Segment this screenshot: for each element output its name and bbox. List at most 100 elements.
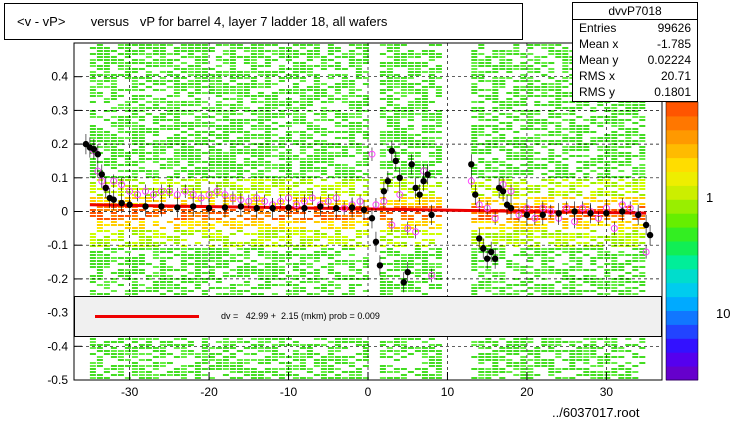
heatmap-bin (400, 230, 407, 232)
heatmap-bin (548, 131, 555, 133)
heatmap-bin (386, 47, 393, 49)
heatmap-bin (597, 146, 604, 148)
heatmap-bin (96, 362, 103, 364)
heatmap-bin (590, 248, 597, 250)
heatmap-bin (576, 257, 583, 259)
heatmap-bin (611, 245, 618, 247)
heatmap-bin (208, 110, 215, 112)
heatmap-bin (278, 200, 285, 202)
heatmap-bin (96, 239, 103, 241)
heatmap-bin (117, 182, 124, 184)
heatmap-bin (110, 152, 117, 154)
heatmap-bin (478, 134, 485, 136)
heatmap-bin (618, 197, 625, 199)
heatmap-bin (313, 86, 320, 88)
heatmap-bin (492, 50, 499, 52)
heatmap-bin (334, 47, 341, 49)
heatmap-bin (236, 143, 243, 145)
heatmap-bin (306, 155, 313, 157)
heatmap-bin (435, 173, 442, 175)
heatmap-bin (131, 362, 138, 364)
heatmap-bin (292, 218, 299, 220)
heatmap-bin (407, 266, 414, 268)
heatmap-bin (485, 338, 492, 340)
heatmap-bin (407, 128, 414, 130)
heatmap-bin (299, 281, 306, 283)
heatmap-bin (152, 365, 159, 367)
heatmap-bin (159, 200, 166, 202)
heatmap-bin (362, 104, 369, 106)
heatmap-bin (250, 182, 257, 184)
heatmap-bin (421, 245, 428, 247)
heatmap-bin (334, 176, 341, 178)
heatmap-bin (222, 365, 229, 367)
heatmap-bin (334, 56, 341, 58)
heatmap-bin (201, 236, 208, 238)
heatmap-bin (278, 101, 285, 103)
heatmap-bin (327, 218, 334, 220)
heatmap-bin (362, 260, 369, 262)
heatmap-bin (478, 371, 485, 373)
heatmap-bin (569, 110, 576, 112)
heatmap-bin (379, 110, 386, 112)
heatmap-bin (145, 359, 152, 361)
heatmap-bin (428, 86, 435, 88)
heatmap-bin (478, 287, 485, 289)
heatmap-bin (208, 287, 215, 289)
heatmap-bin (236, 56, 243, 58)
heatmap-bin (478, 170, 485, 172)
heatmap-bin (103, 353, 110, 355)
heatmap-bin (180, 104, 187, 106)
heatmap-bin (341, 191, 348, 193)
heatmap-bin (513, 254, 520, 256)
heatmap-bin (278, 374, 285, 376)
heatmap-bin (555, 254, 562, 256)
heatmap-bin (264, 62, 271, 64)
heatmap-bin (327, 347, 334, 349)
heatmap-bin (159, 71, 166, 73)
heatmap-bin (124, 269, 131, 271)
heatmap-bin (292, 110, 299, 112)
heatmap-bin (506, 236, 513, 238)
heatmap-bin (478, 152, 485, 154)
heatmap-bin (152, 179, 159, 181)
heatmap-bin (569, 107, 576, 109)
heatmap-bin (541, 230, 548, 232)
heatmap-bin (611, 263, 618, 265)
heatmap-bin (257, 116, 264, 118)
heatmap-bin (583, 269, 590, 271)
heatmap-bin (124, 68, 131, 70)
heatmap-bin (548, 365, 555, 367)
heatmap-bin (618, 125, 625, 127)
heatmap-bin (527, 353, 534, 355)
heatmap-bin (243, 179, 250, 181)
heatmap-bin (222, 137, 229, 139)
heatmap-bin (541, 62, 548, 64)
heatmap-bin (271, 233, 278, 235)
heatmap-bin (569, 119, 576, 121)
heatmap-bin (492, 110, 499, 112)
heatmap-bin (362, 101, 369, 103)
heatmap-bin (379, 62, 386, 64)
heatmap-bin (541, 92, 548, 94)
heatmap-bin (117, 269, 124, 271)
heatmap-bin (534, 164, 541, 166)
heatmap-bin (590, 164, 597, 166)
heatmap-bin (428, 356, 435, 358)
heatmap-bin (327, 155, 334, 157)
heatmap-bin (471, 86, 478, 88)
heatmap-bin (103, 86, 110, 88)
heatmap-bin (400, 347, 407, 349)
heatmap-bin (327, 227, 334, 229)
heatmap-bin (124, 185, 131, 187)
heatmap-bin (386, 74, 393, 76)
heatmap-bin (103, 287, 110, 289)
heatmap-bin (527, 164, 534, 166)
heatmap-bin (159, 278, 166, 280)
heatmap-bin (597, 137, 604, 139)
heatmap-bin (393, 341, 400, 343)
heatmap-bin (400, 344, 407, 346)
heatmap-bin (355, 284, 362, 286)
heatmap-bin (527, 173, 534, 175)
heatmap-bin (435, 368, 442, 370)
